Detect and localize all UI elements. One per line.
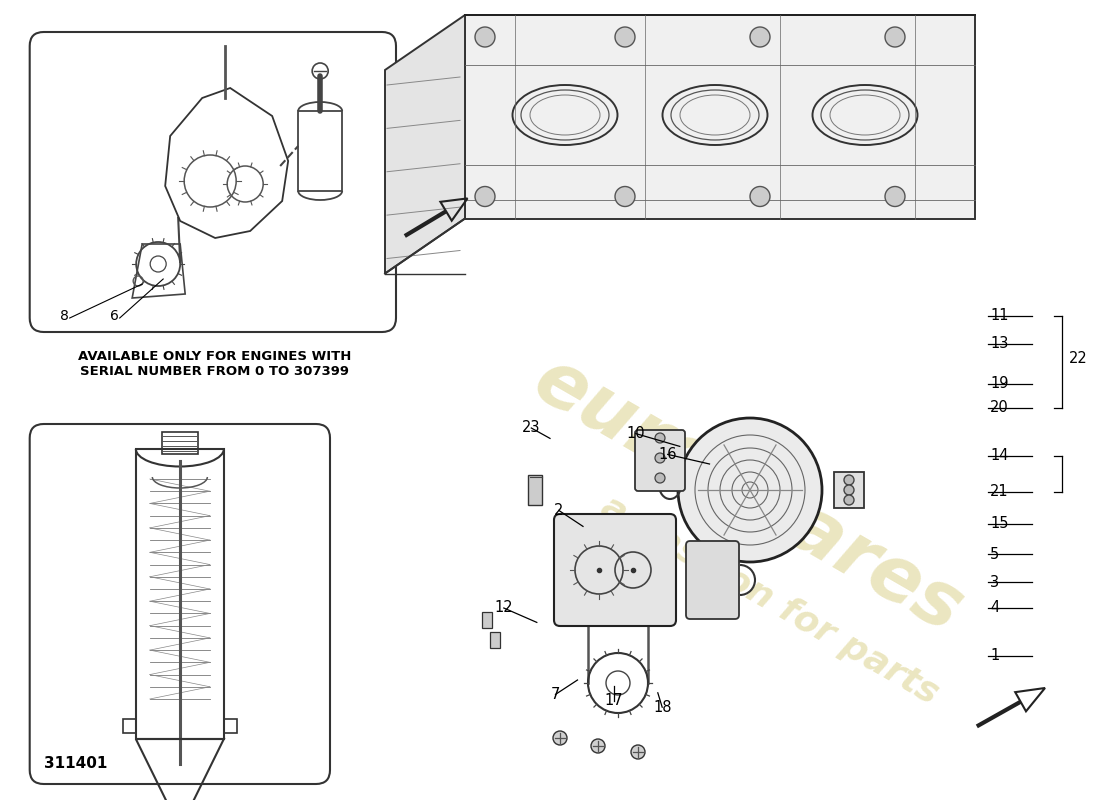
Circle shape xyxy=(475,27,495,47)
Text: 11: 11 xyxy=(990,309,1009,323)
Text: 7: 7 xyxy=(551,687,560,702)
Circle shape xyxy=(475,186,495,206)
Circle shape xyxy=(553,731,566,745)
Bar xyxy=(162,432,198,454)
Bar xyxy=(136,449,224,739)
FancyBboxPatch shape xyxy=(30,32,396,332)
Polygon shape xyxy=(465,15,975,218)
Circle shape xyxy=(844,485,854,495)
Bar xyxy=(490,632,500,648)
Text: 23: 23 xyxy=(522,421,540,435)
Circle shape xyxy=(750,27,770,47)
Text: 6: 6 xyxy=(110,309,119,323)
Circle shape xyxy=(750,186,770,206)
Text: 17: 17 xyxy=(605,694,623,708)
FancyBboxPatch shape xyxy=(30,424,330,784)
Text: 10: 10 xyxy=(627,426,645,441)
Text: 14: 14 xyxy=(990,449,1009,463)
Text: eurospares: eurospares xyxy=(520,343,976,649)
Text: 1: 1 xyxy=(990,649,999,663)
Text: 15: 15 xyxy=(990,517,1009,531)
Circle shape xyxy=(654,453,666,463)
FancyBboxPatch shape xyxy=(686,541,739,619)
Circle shape xyxy=(678,418,822,562)
Text: 311401: 311401 xyxy=(44,756,108,771)
Bar xyxy=(224,719,236,733)
Text: 18: 18 xyxy=(653,700,671,714)
Text: 12: 12 xyxy=(495,601,513,615)
Circle shape xyxy=(591,739,605,753)
Circle shape xyxy=(886,27,905,47)
Text: 3: 3 xyxy=(990,575,999,590)
Text: 20: 20 xyxy=(990,401,1009,415)
Text: AVAILABLE ONLY FOR ENGINES WITH
SERIAL NUMBER FROM 0 TO 307399: AVAILABLE ONLY FOR ENGINES WITH SERIAL N… xyxy=(78,350,351,378)
FancyBboxPatch shape xyxy=(554,514,676,626)
Text: 19: 19 xyxy=(990,377,1009,391)
Circle shape xyxy=(844,495,854,505)
Text: 22: 22 xyxy=(1069,351,1088,366)
Polygon shape xyxy=(385,15,465,274)
Circle shape xyxy=(886,186,905,206)
Text: a passion for parts: a passion for parts xyxy=(595,490,945,710)
Text: 5: 5 xyxy=(990,547,999,562)
Bar xyxy=(123,719,136,733)
Text: 2: 2 xyxy=(554,503,563,518)
Text: 8: 8 xyxy=(60,309,69,323)
FancyBboxPatch shape xyxy=(635,430,685,491)
Text: 4: 4 xyxy=(990,601,999,615)
Circle shape xyxy=(654,433,666,443)
Bar xyxy=(482,612,492,628)
Text: 16: 16 xyxy=(659,447,676,462)
Text: 21: 21 xyxy=(990,485,1009,499)
Circle shape xyxy=(615,186,635,206)
Bar xyxy=(298,111,342,191)
Bar xyxy=(834,472,864,508)
Circle shape xyxy=(844,475,854,485)
Bar xyxy=(528,475,542,505)
Circle shape xyxy=(615,27,635,47)
Circle shape xyxy=(631,745,645,759)
Text: 13: 13 xyxy=(990,337,1009,351)
Circle shape xyxy=(654,473,666,483)
